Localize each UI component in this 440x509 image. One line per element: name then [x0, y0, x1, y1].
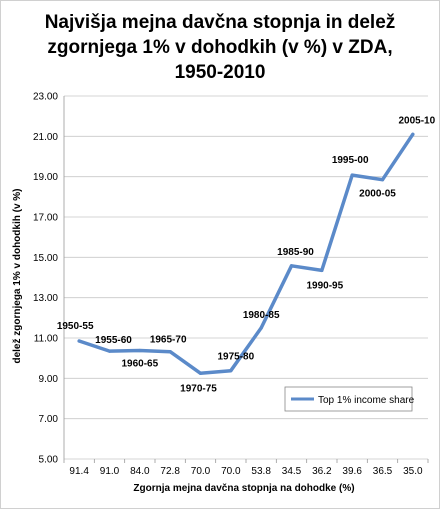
- data-label: 1975-80: [217, 352, 254, 363]
- x-tick-label: 72.8: [160, 466, 180, 477]
- x-tick-label: 34.5: [282, 466, 302, 477]
- data-point: [350, 173, 354, 177]
- data-point: [138, 348, 142, 353]
- data-point: [289, 264, 294, 268]
- chart-title-line-1: Najvišja mejna davčna stopnja in delež: [44, 12, 396, 33]
- chart-title: Najvišja mejna davčna stopnja in delež z…: [20, 10, 420, 85]
- series-line: [77, 132, 415, 376]
- x-tick-label: 84.0: [130, 466, 150, 477]
- data-label: 1980-85: [243, 310, 280, 321]
- y-tick-label: 23.00: [33, 92, 58, 103]
- y-tick-label: 13.00: [33, 293, 58, 304]
- data-label: 2005-10: [398, 115, 435, 126]
- x-tick-label: 36.2: [312, 466, 332, 477]
- data-label: 1995-00: [332, 155, 369, 166]
- y-tick-label: 19.00: [33, 172, 58, 183]
- data-label: 1950-55: [57, 321, 94, 332]
- x-tick-label: 35.0: [403, 466, 423, 477]
- data-label: 1970-75: [180, 383, 217, 394]
- y-tick-label: 21.00: [33, 132, 58, 143]
- legend: Top 1% income share: [284, 386, 415, 412]
- data-label: 2000-05: [359, 189, 396, 200]
- data-point: [77, 339, 81, 343]
- data-label: 1990-95: [306, 280, 343, 291]
- y-tick-label: 11.00: [34, 334, 59, 345]
- y-tick-label: 7.00: [39, 414, 59, 425]
- x-tick-label: 91.4: [69, 466, 89, 477]
- x-tick-label: 53.8: [251, 466, 271, 477]
- x-axis-ticks: 91.4 91.0 84.0 72.8 70.0 70.0 53.8 34.5 36.2 39.6…: [63, 459, 429, 477]
- y-tick-label: 5.00: [39, 455, 59, 466]
- data-point: [380, 178, 385, 182]
- data-point: [259, 326, 263, 330]
- data-point: [411, 132, 415, 136]
- data-label: 1985-90: [277, 247, 314, 258]
- x-tick-label: 70.0: [191, 466, 211, 477]
- x-tick-label: 91.0: [100, 466, 120, 477]
- y-axis-title: delež zgornjega 1% v dohodkih (v %): [12, 188, 23, 363]
- series-layer: [77, 132, 415, 376]
- x-axis-title: Zgornja mejna davčna stopnja na dohodke …: [133, 483, 354, 494]
- x-tick-label: 36.5: [373, 466, 393, 477]
- y-tick-label: 15.00: [33, 253, 58, 264]
- data-point: [229, 369, 233, 373]
- chart-title-line-2: zgornjega 1% v dohodkih (v %) v ZDA,: [47, 37, 393, 58]
- data-point: [168, 350, 172, 354]
- data-point: [198, 371, 203, 375]
- y-tick-label: 9.00: [39, 374, 59, 385]
- data-label: 1965-70: [150, 335, 187, 346]
- data-label: 1955-60: [95, 335, 132, 346]
- y-tick-label: 17.00: [33, 213, 58, 224]
- data-label: 1960-65: [121, 359, 158, 370]
- y-axis-ticks: 5.00 7.00 9.00 11.00 13.00 15.00 17.00 19.00 21.…: [33, 92, 58, 466]
- legend-label: Top 1% income share: [318, 395, 415, 406]
- data-point: [320, 268, 324, 273]
- data-point: [107, 349, 112, 353]
- x-tick-label: 70.0: [221, 466, 241, 477]
- x-tick-label: 39.6: [342, 466, 362, 477]
- chart-title-line-3: 1950-2010: [174, 62, 266, 83]
